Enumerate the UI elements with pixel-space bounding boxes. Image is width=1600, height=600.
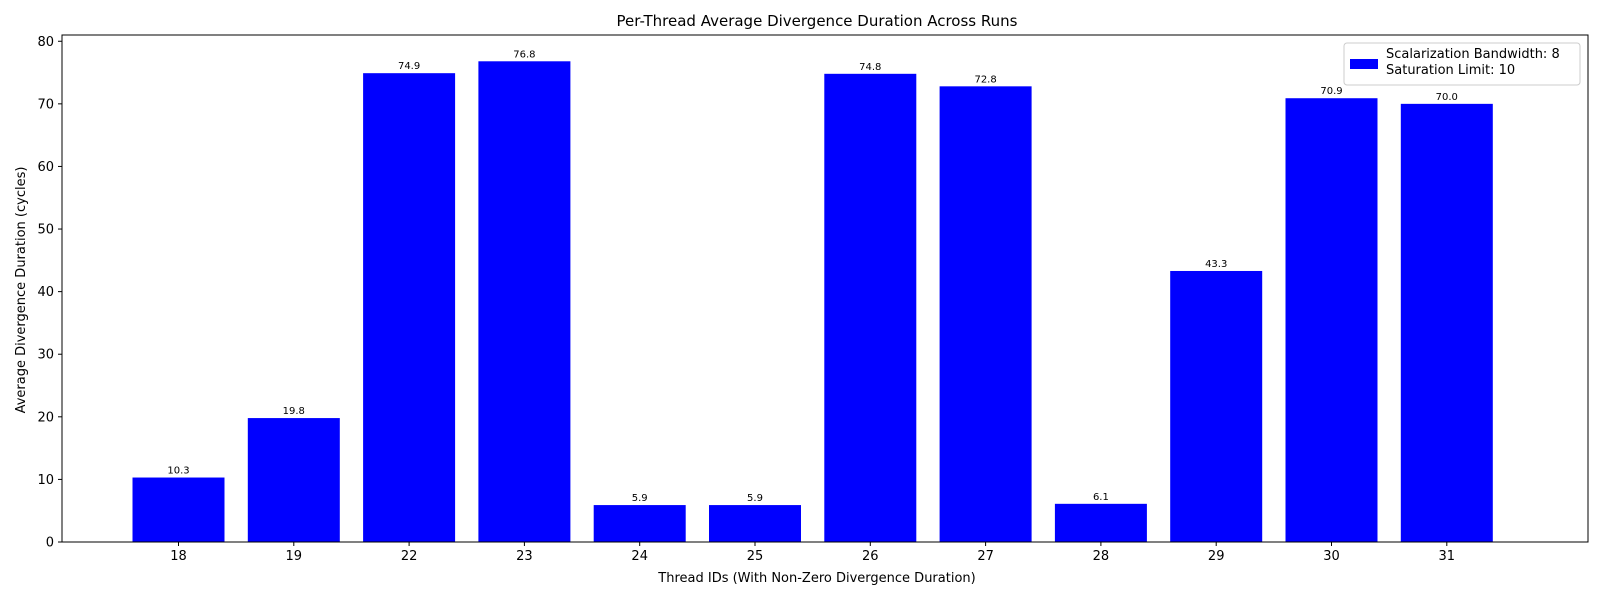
bar-31: [1400, 103, 1493, 542]
y-tick-label-20: 20: [37, 410, 54, 425]
bar-25: [709, 505, 801, 542]
y-axis-label: Average Divergence Duration (cycles): [14, 167, 29, 414]
x-axis-label: Thread IDs (With Non-Zero Divergence Dur…: [657, 571, 975, 586]
x-tick-label-25: 25: [747, 549, 764, 564]
x-tick-label-30: 30: [1323, 549, 1340, 564]
x-tick-label-22: 22: [401, 549, 418, 564]
y-tick-labels: 0 10 20 30 40 50 60 70 80: [37, 35, 62, 551]
data-label-28: 6.1: [1093, 492, 1109, 503]
data-label-25: 5.9: [747, 493, 763, 504]
data-labels: 10.3 19.8 74.9 76.8 5.9 5.9 74.8 72.8 6.1 43.3 70.…: [167, 49, 1458, 504]
bar-18: [132, 477, 225, 542]
x-tick-label-28: 28: [1093, 549, 1110, 564]
data-label-29: 43.3: [1205, 259, 1227, 270]
bar-27: [939, 86, 1032, 542]
data-label-23: 76.8: [513, 49, 535, 60]
x-tick-label-27: 27: [977, 549, 994, 564]
y-tick-label-0: 0: [46, 536, 54, 551]
y-tick-label-80: 80: [37, 35, 54, 50]
bar-22: [363, 73, 456, 543]
y-tick-label-10: 10: [37, 473, 54, 488]
data-label-18: 10.3: [167, 466, 189, 477]
y-tick-label-50: 50: [37, 223, 54, 238]
x-tick-label-31: 31: [1439, 549, 1456, 564]
data-label-30: 70.9: [1320, 86, 1342, 97]
x-tick-labels: 18 19 22 23 24 25 26 27 28 29 30 31: [170, 542, 1455, 564]
legend-swatch: [1350, 59, 1378, 69]
legend-box: [1343, 42, 1581, 86]
x-tick-label-19: 19: [286, 549, 303, 564]
x-tick-label-24: 24: [631, 549, 648, 564]
y-tick-label-40: 40: [37, 285, 54, 300]
data-label-22: 74.9: [398, 61, 420, 72]
data-label-26: 74.8: [859, 62, 881, 73]
bar-23: [478, 61, 571, 542]
legend-entry-line-2: Saturation Limit: 10: [1386, 63, 1515, 78]
y-tick-label-70: 70: [37, 97, 54, 112]
legend-entry-line-1: Scalarization Bandwidth: 8: [1386, 47, 1560, 62]
data-label-24: 5.9: [632, 493, 648, 504]
data-label-19: 19.8: [283, 406, 305, 417]
plot-frame: [61, 34, 1589, 543]
bars: [132, 61, 1493, 543]
bar-26: [824, 73, 917, 542]
chart-title: Per-Thread Average Divergence Duration A…: [617, 12, 1018, 30]
y-tick-label-30: 30: [37, 348, 54, 363]
x-tick-label-26: 26: [862, 549, 879, 564]
x-tick-label-23: 23: [516, 549, 533, 564]
plot-area: 10.3 19.8 74.9 76.8 5.9 5.9 74.8 72.8 6.1 43.3 70.…: [37, 34, 1589, 564]
x-tick-label-18: 18: [170, 549, 187, 564]
data-label-31: 70.0: [1436, 92, 1458, 103]
bar-28: [1054, 503, 1147, 542]
y-tick-label-60: 60: [37, 160, 54, 175]
bar-24: [593, 505, 686, 542]
bar-30: [1285, 98, 1378, 542]
bar-19: [247, 418, 340, 542]
x-tick-label-29: 29: [1208, 549, 1225, 564]
data-label-27: 72.8: [974, 74, 996, 85]
bar-29: [1170, 270, 1263, 542]
